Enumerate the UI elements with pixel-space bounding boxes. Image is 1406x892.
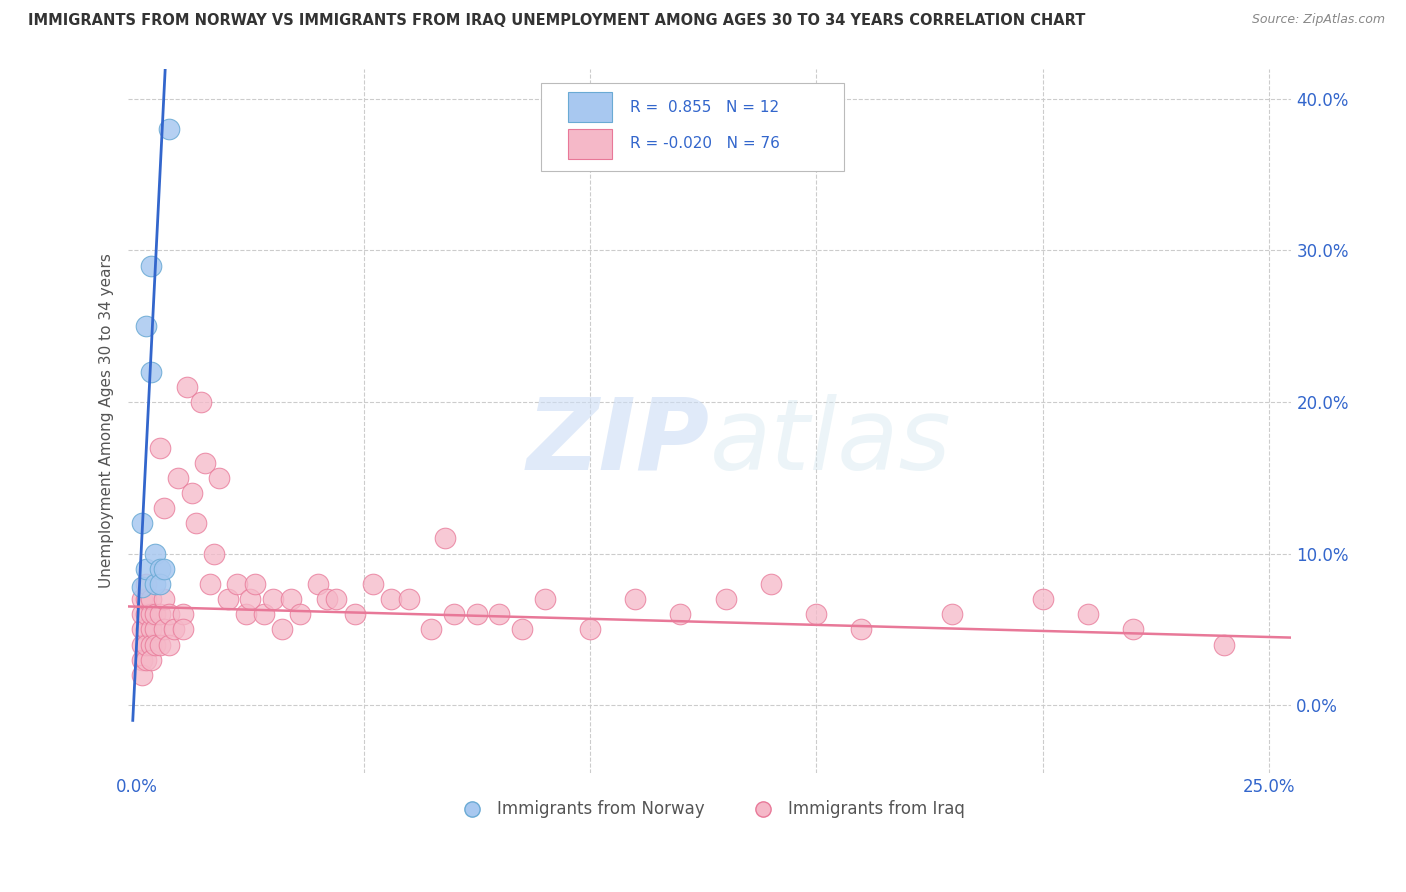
Point bbox=[806, 607, 828, 622]
Point bbox=[139, 592, 162, 607]
Point bbox=[131, 638, 153, 652]
Point bbox=[202, 547, 225, 561]
Point bbox=[172, 607, 194, 622]
Point bbox=[488, 607, 510, 622]
Text: atlas: atlas bbox=[710, 393, 952, 491]
Point bbox=[145, 547, 167, 561]
Point bbox=[145, 638, 167, 652]
Point bbox=[851, 623, 873, 637]
Point bbox=[135, 638, 157, 652]
Point bbox=[225, 577, 247, 591]
Point bbox=[139, 365, 162, 379]
Point bbox=[167, 471, 190, 485]
Point bbox=[1077, 607, 1099, 622]
Point bbox=[280, 592, 302, 607]
Point bbox=[149, 441, 172, 455]
Point bbox=[217, 592, 239, 607]
Point bbox=[153, 592, 176, 607]
Point bbox=[135, 607, 157, 622]
Point bbox=[465, 607, 488, 622]
Text: ZIP: ZIP bbox=[527, 393, 710, 491]
Point bbox=[139, 638, 162, 652]
Point bbox=[316, 592, 339, 607]
Text: Source: ZipAtlas.com: Source: ZipAtlas.com bbox=[1251, 13, 1385, 27]
Point bbox=[135, 319, 157, 334]
Point bbox=[579, 623, 602, 637]
Point bbox=[139, 607, 162, 622]
Point bbox=[139, 623, 162, 637]
Point bbox=[398, 592, 420, 607]
Point bbox=[194, 456, 217, 470]
Point bbox=[208, 471, 231, 485]
Point bbox=[153, 562, 176, 576]
Point bbox=[145, 577, 167, 591]
Point bbox=[443, 607, 465, 622]
Point bbox=[343, 607, 366, 622]
Point bbox=[145, 607, 167, 622]
Point bbox=[131, 668, 153, 682]
Legend: Immigrants from Norway, Immigrants from Iraq: Immigrants from Norway, Immigrants from … bbox=[449, 794, 972, 825]
Point bbox=[243, 577, 266, 591]
Text: R = -0.020   N = 76: R = -0.020 N = 76 bbox=[630, 136, 779, 152]
Point bbox=[153, 623, 176, 637]
Point bbox=[157, 122, 180, 136]
Point bbox=[172, 623, 194, 637]
Point bbox=[153, 501, 176, 516]
Point bbox=[1122, 623, 1144, 637]
Point bbox=[149, 562, 172, 576]
Point bbox=[325, 592, 347, 607]
Point bbox=[533, 592, 555, 607]
Point bbox=[434, 532, 457, 546]
Point bbox=[714, 592, 737, 607]
Point bbox=[176, 380, 198, 394]
Point bbox=[135, 577, 157, 591]
Point bbox=[162, 623, 184, 637]
Point bbox=[190, 395, 212, 409]
Point bbox=[186, 516, 208, 531]
FancyBboxPatch shape bbox=[541, 83, 844, 170]
Point bbox=[145, 623, 167, 637]
Point bbox=[290, 607, 312, 622]
Point bbox=[361, 577, 384, 591]
Point bbox=[131, 623, 153, 637]
Point bbox=[420, 623, 443, 637]
Point bbox=[180, 486, 202, 500]
Point bbox=[1031, 592, 1053, 607]
Point bbox=[235, 607, 257, 622]
Point bbox=[510, 623, 533, 637]
Point bbox=[271, 623, 294, 637]
Point bbox=[307, 577, 329, 591]
Point bbox=[759, 577, 782, 591]
FancyBboxPatch shape bbox=[568, 129, 612, 159]
Point bbox=[198, 577, 221, 591]
Point bbox=[1212, 638, 1234, 652]
Point bbox=[149, 577, 172, 591]
Point bbox=[262, 592, 284, 607]
Point bbox=[131, 580, 153, 594]
Point bbox=[624, 592, 647, 607]
Point bbox=[157, 638, 180, 652]
Point bbox=[149, 638, 172, 652]
Text: R =  0.855   N = 12: R = 0.855 N = 12 bbox=[630, 100, 779, 115]
Point bbox=[941, 607, 963, 622]
Point bbox=[139, 653, 162, 667]
Point bbox=[149, 607, 172, 622]
Point bbox=[380, 592, 402, 607]
Point bbox=[131, 592, 153, 607]
Point bbox=[135, 653, 157, 667]
Point bbox=[135, 562, 157, 576]
Point bbox=[135, 592, 157, 607]
Point bbox=[131, 607, 153, 622]
Point bbox=[253, 607, 276, 622]
Point bbox=[239, 592, 262, 607]
Text: IMMIGRANTS FROM NORWAY VS IMMIGRANTS FROM IRAQ UNEMPLOYMENT AMONG AGES 30 TO 34 : IMMIGRANTS FROM NORWAY VS IMMIGRANTS FRO… bbox=[28, 13, 1085, 29]
Point bbox=[157, 607, 180, 622]
Point bbox=[135, 623, 157, 637]
Point bbox=[131, 516, 153, 531]
Y-axis label: Unemployment Among Ages 30 to 34 years: Unemployment Among Ages 30 to 34 years bbox=[100, 253, 114, 589]
Point bbox=[139, 259, 162, 273]
Point bbox=[669, 607, 692, 622]
FancyBboxPatch shape bbox=[568, 93, 612, 122]
Point bbox=[131, 653, 153, 667]
